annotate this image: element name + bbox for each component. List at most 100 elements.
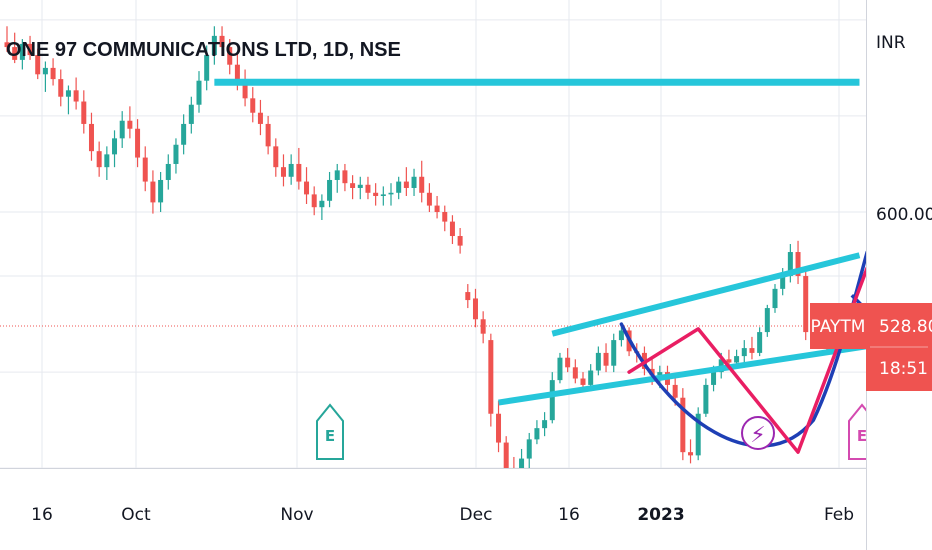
candle	[165, 154, 171, 190]
candle	[296, 147, 302, 190]
candle	[96, 141, 102, 177]
price-tick-600: 600.00	[876, 205, 932, 225]
candle	[27, 35, 33, 60]
candle	[388, 183, 394, 206]
x-tick-label: 2023	[637, 505, 684, 525]
dividend-marker[interactable]: ⚡	[741, 416, 775, 450]
candle	[219, 26, 225, 56]
candle	[703, 378, 709, 417]
x-tick-label: Feb	[824, 505, 854, 525]
candle	[411, 168, 417, 196]
candle	[442, 205, 448, 232]
trend-drawings[interactable]	[214, 78, 932, 454]
earnings-icon: E	[857, 427, 867, 445]
upper-channel-line[interactable]	[551, 252, 861, 337]
candle	[50, 58, 56, 86]
x-tick-label: 16	[558, 505, 580, 525]
candle	[334, 163, 340, 193]
candle	[373, 183, 379, 206]
candle	[265, 115, 271, 155]
candle	[595, 346, 601, 376]
candle	[764, 304, 770, 337]
candle	[757, 327, 763, 357]
last-price-tag: PAYTM 528.80 18:51	[810, 303, 932, 391]
chart-title: ONE 97 COMMUNICATIONS LTD, 1D, NSE	[6, 39, 401, 61]
candle	[565, 348, 571, 373]
candle	[342, 163, 348, 192]
candle	[611, 333, 617, 373]
candle	[173, 138, 179, 174]
bar-countdown: 18:51	[879, 359, 928, 379]
candle	[150, 170, 156, 214]
candle	[58, 69, 64, 107]
candle	[327, 171, 333, 208]
candle	[65, 85, 71, 115]
candle	[688, 439, 694, 464]
candle	[250, 87, 256, 123]
candle	[472, 288, 478, 328]
candle	[749, 336, 755, 360]
candle	[35, 48, 41, 80]
candle	[273, 138, 279, 177]
candle	[280, 154, 286, 187]
candle	[680, 388, 686, 461]
candle	[288, 154, 294, 185]
x-tick-label: Oct	[121, 505, 151, 525]
candle	[211, 26, 217, 65]
candle	[81, 90, 87, 134]
candle	[572, 359, 578, 384]
candle	[557, 352, 563, 384]
candle	[803, 268, 809, 341]
candle	[319, 194, 325, 221]
candle	[12, 32, 18, 64]
candle	[741, 340, 747, 363]
candle	[396, 176, 402, 200]
candle	[112, 130, 118, 168]
candle	[603, 343, 609, 373]
price-axis-bg	[866, 0, 932, 550]
candle	[142, 146, 148, 192]
candle	[549, 372, 555, 424]
candle	[542, 412, 548, 437]
currency-label: INR	[876, 33, 906, 53]
candle	[104, 146, 110, 180]
candle	[772, 284, 778, 313]
candle	[181, 114, 187, 155]
candle	[480, 311, 486, 344]
candle	[787, 244, 793, 283]
candle	[465, 284, 471, 309]
earnings-marker[interactable]: E	[316, 403, 344, 460]
events-layer: E ⚡ E	[316, 403, 876, 460]
candle	[419, 160, 425, 203]
grid	[0, 0, 866, 469]
x-tick-label: Dec	[460, 505, 493, 525]
candle	[4, 26, 10, 52]
candle	[488, 333, 494, 427]
candle	[119, 111, 125, 148]
candles	[4, 26, 832, 491]
lightning-icon: ⚡	[750, 423, 765, 448]
candle	[304, 167, 310, 204]
candle	[257, 99, 263, 136]
candle	[357, 176, 363, 200]
candle	[350, 175, 356, 200]
candle	[311, 186, 317, 216]
candle	[88, 112, 94, 161]
candle	[158, 171, 164, 212]
last-price-value: 528.80	[879, 317, 932, 337]
x-tick-label: Nov	[280, 505, 313, 525]
candle	[449, 215, 455, 245]
candle	[695, 407, 701, 461]
candle	[365, 176, 371, 200]
time-axis-bg	[0, 468, 866, 550]
candle	[42, 61, 48, 92]
symbol-tag: PAYTM	[811, 317, 866, 337]
candle	[496, 400, 502, 453]
time-axis-labels: 16 Oct Nov Dec 16 2023 Feb	[31, 505, 854, 525]
candle	[227, 39, 233, 75]
candle	[426, 183, 432, 212]
candle	[795, 240, 801, 285]
candle	[127, 106, 133, 139]
candle	[457, 228, 463, 254]
